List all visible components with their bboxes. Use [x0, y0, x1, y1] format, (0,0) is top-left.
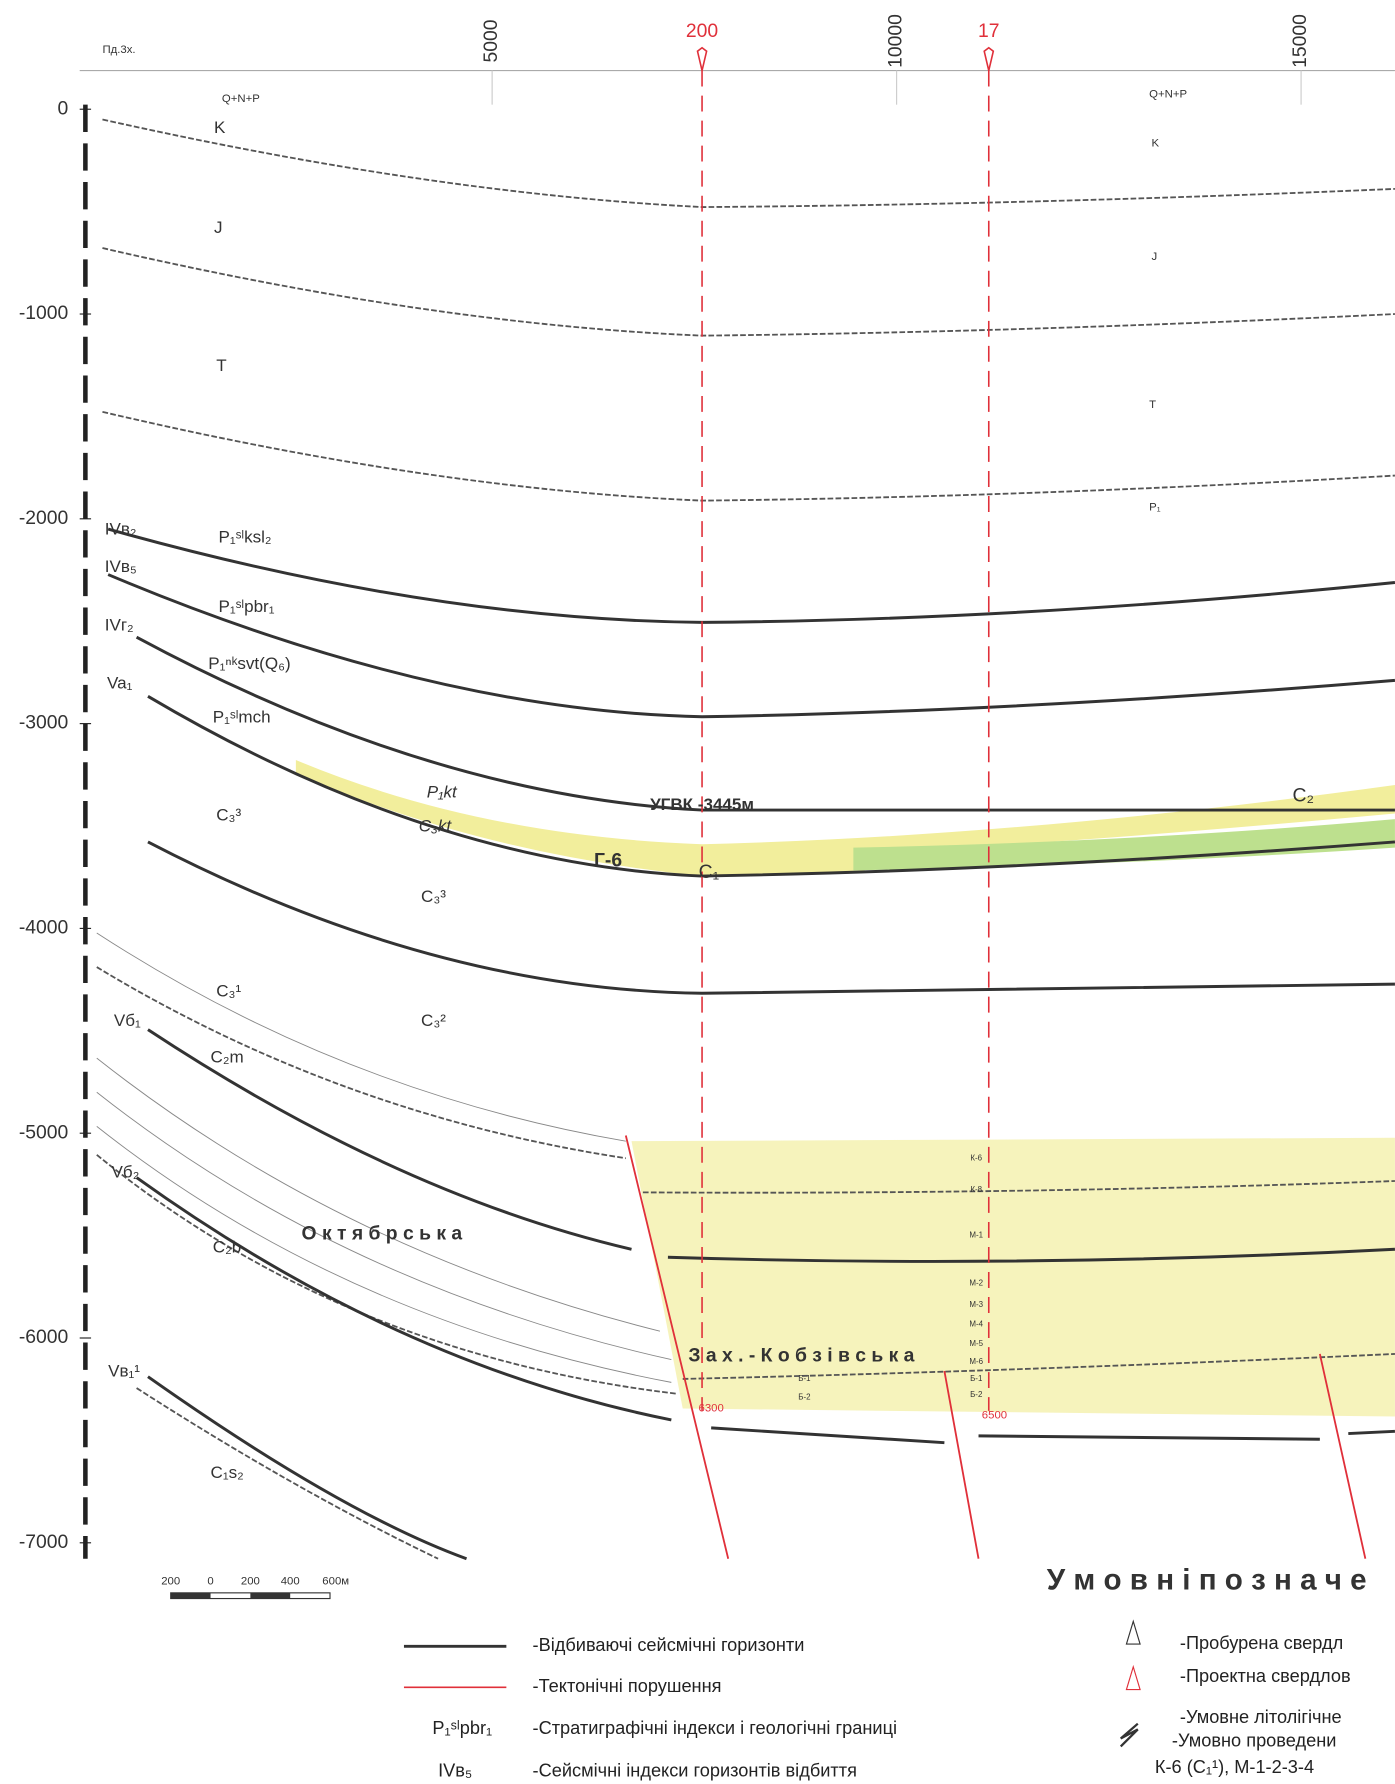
distance-label: 15000: [1289, 14, 1311, 68]
depth-label: -2000: [19, 507, 68, 529]
layer-label: Б-1: [798, 1374, 811, 1383]
section-label: IVг₂: [105, 615, 134, 634]
layer-label: М-1: [969, 1231, 983, 1240]
section-label: C₃²: [421, 1011, 446, 1030]
depth-label: -5000: [19, 1121, 68, 1143]
legend-item: P₁ˢˡpbr₁: [432, 1718, 492, 1738]
section-label: K: [214, 118, 226, 137]
section-label: C₃kt: [419, 817, 453, 836]
scale-label: 600м: [322, 1575, 349, 1587]
legend-item: IVв₅: [438, 1760, 472, 1780]
layer-label: М-2: [969, 1278, 983, 1287]
depth-label: -7000: [19, 1531, 68, 1553]
section-label: P₁ˢˡpbr₁: [219, 597, 275, 616]
section-label: C₂: [1293, 785, 1314, 807]
layer-label: К-8: [970, 1185, 982, 1194]
depth-label: -1000: [19, 302, 68, 324]
depth-label: -3000: [19, 712, 68, 734]
depth-label: -6000: [19, 1326, 68, 1348]
section-label: P₁ˢˡksl₂: [219, 528, 272, 547]
layer-label: Б-2: [970, 1390, 983, 1399]
legend-item: -Стратиграфічні індекси і геологічні гра…: [533, 1718, 898, 1738]
scale-label: 400: [281, 1575, 300, 1587]
legend-item: -Умовно проведени: [1172, 1731, 1336, 1751]
section-label: C₃¹: [216, 982, 241, 1001]
legend-item: -Тектонічні порушення: [533, 1676, 722, 1696]
layer-label: Б-1: [970, 1374, 983, 1383]
section-label: J: [1151, 251, 1157, 263]
well-depth: 6300: [699, 1403, 724, 1415]
well-label: 17: [978, 20, 1000, 42]
section-label: О к т я б р с ь к а: [302, 1223, 463, 1245]
section-label: P₁ˢˡmch: [213, 707, 271, 726]
section-label: Vб₁: [114, 1011, 141, 1030]
section: Пд.3х. 200 17 6300 6500 У м о в н і п о …: [0, 0, 1395, 1784]
well-label: 200: [686, 20, 718, 42]
layer-label: Б-2: [798, 1392, 811, 1401]
section-label: C₃³: [421, 887, 446, 906]
legend-item: -Сейсмічні індекси горизонтів відбиття: [533, 1760, 857, 1780]
section-label: Vб₂: [112, 1163, 140, 1182]
section-label: Vв₁¹: [108, 1362, 140, 1381]
depth-label: 0: [58, 97, 69, 119]
legend-item: -Умовне літолігічне: [1180, 1707, 1342, 1727]
legend-item: К-6 (С₁¹), М-1-2-3-4: [1155, 1757, 1314, 1777]
page: {"header":{"corner":"Пд.3х."}, "depth_ax…: [0, 0, 1395, 1784]
section-label: C₂m: [211, 1048, 244, 1067]
scale-label: 0: [207, 1575, 213, 1587]
well-depth: 6500: [982, 1409, 1007, 1421]
section-label: C₃³: [216, 805, 241, 824]
section-label: C₁: [699, 861, 720, 883]
section-label: J: [214, 218, 223, 237]
section-label: Q+N+P: [222, 93, 260, 105]
section-label: УГВК -3445м: [650, 795, 754, 814]
section-label: Г-6: [594, 849, 622, 871]
section-label: Q+N+P: [1149, 88, 1187, 100]
section-label: IVв₅: [105, 557, 137, 576]
section-label: C₁s₂: [211, 1463, 244, 1482]
section-label: K: [1151, 137, 1159, 149]
layer-label: К-6: [970, 1153, 982, 1162]
section-label: IVв₂: [105, 520, 137, 539]
layer-label: М-5: [969, 1339, 983, 1348]
legend-item: -Пробурена свердл: [1180, 1633, 1343, 1653]
scale-label: 200: [161, 1575, 180, 1587]
distance-label: 10000: [885, 14, 907, 68]
section-label: P₁: [1149, 501, 1161, 513]
distance-label: 5000: [480, 19, 502, 62]
section-label: Va₁: [107, 673, 133, 692]
layer-label: М-6: [969, 1357, 983, 1366]
legend-item: -Проектна свердлов: [1180, 1666, 1351, 1686]
section-label: P₁kt: [427, 783, 458, 802]
scale-label: 200: [241, 1575, 260, 1587]
layer-label: М-3: [969, 1300, 983, 1309]
section-label: P₁ⁿᵏsvt(Q₆): [208, 654, 290, 673]
section-label: C₂b: [213, 1238, 241, 1257]
section-label: T: [216, 356, 227, 375]
legend-item: -Відбиваючі сейсмічні горизонти: [533, 1635, 805, 1655]
depth-label: -4000: [19, 917, 68, 939]
legend-title: У м о в н і п о з н а ч е: [1047, 1563, 1367, 1596]
layer-label: М-4: [969, 1319, 983, 1328]
corner: Пд.3х.: [102, 44, 135, 56]
layout: [80, 48, 1395, 1747]
section-label: T: [1149, 399, 1156, 411]
section-label: З а х . - К о б з і в с ь к а: [688, 1344, 914, 1366]
